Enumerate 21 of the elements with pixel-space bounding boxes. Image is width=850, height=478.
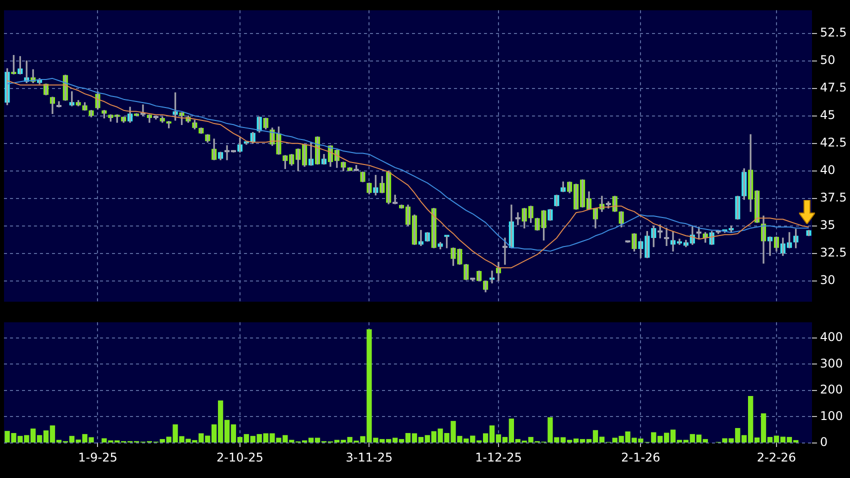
y-tick-label: 42.5 <box>820 135 847 150</box>
y-tick-label: 47.5 <box>820 80 847 94</box>
y-tick-label: 45 <box>820 108 836 122</box>
y-tick-label: 0 <box>820 435 828 450</box>
y-tick-label: 50 <box>820 52 836 67</box>
y-tick-label: 100 <box>820 408 843 423</box>
x-tick-label: 2-10-25 <box>216 450 264 464</box>
x-tick-label: 1-9-25 <box>78 450 118 464</box>
x-tick-label: 1-12-25 <box>475 450 522 464</box>
x-tick-label: 2-2-26 <box>756 450 796 464</box>
y-tick-label: 32.5 <box>820 246 847 260</box>
x-tick-label: 2-1-26 <box>621 450 660 464</box>
y-tick-label: 400 <box>820 330 843 344</box>
y-tick-label: 35 <box>820 218 836 232</box>
y-tick-label: 200 <box>820 382 843 397</box>
x-tick-label: 3-11-25 <box>346 450 393 464</box>
y-tick-label: 37.5 <box>820 190 847 204</box>
y-tick-label: 52.5 <box>820 25 847 40</box>
y-tick-label: 40 <box>820 162 836 177</box>
y-tick-label: 300 <box>820 356 843 370</box>
y-tick-label: 30 <box>820 273 836 288</box>
